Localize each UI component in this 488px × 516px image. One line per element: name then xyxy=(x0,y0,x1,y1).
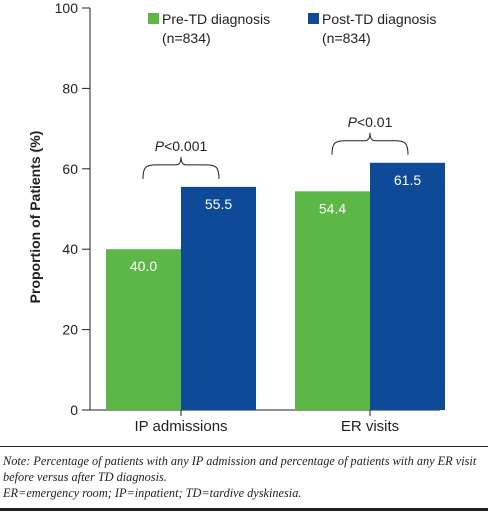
significance-label: P<0.001 xyxy=(155,138,208,154)
note-description: Note: Percentage of patients with any IP… xyxy=(3,454,477,484)
data-label: 55.5 xyxy=(205,196,232,212)
bar xyxy=(106,249,181,410)
legend-label: Post-TD diagnosis xyxy=(322,11,436,27)
bar xyxy=(181,186,256,410)
bar xyxy=(295,191,370,410)
legend-swatch xyxy=(308,13,319,24)
y-tick-label: 40 xyxy=(62,241,78,257)
y-axis-title: Proportion of Patients (%) xyxy=(27,131,43,304)
y-tick-label: 0 xyxy=(70,402,78,418)
bar xyxy=(370,162,445,410)
y-tick-label: 80 xyxy=(62,80,78,96)
x-tick-label: IP admissions xyxy=(134,418,227,435)
x-tick-label: ER visits xyxy=(341,418,399,435)
y-tick-label: 20 xyxy=(62,322,78,338)
data-label: 54.4 xyxy=(319,200,346,216)
y-tick-label: 60 xyxy=(62,161,78,177)
y-tick-label: 100 xyxy=(55,0,79,16)
significance-label: P<0.01 xyxy=(348,114,393,130)
significance-bracket xyxy=(331,132,409,155)
note-abbreviations: ER=emergency room; IP=inpatient; TD=tard… xyxy=(3,486,302,500)
data-label: 61.5 xyxy=(394,172,421,188)
note-divider xyxy=(0,446,488,447)
bottom-rule xyxy=(0,508,488,511)
legend-swatch xyxy=(148,13,159,24)
figure-note: Note: Percentage of patients with any IP… xyxy=(3,453,485,501)
bar-chart: 0 20 40 60 80 100 Proportion of Patients (%) 40… xyxy=(27,0,445,435)
legend-sublabel: (n=834) xyxy=(322,30,371,46)
legend-label: Pre-TD diagnosis xyxy=(162,11,270,27)
data-label: 40.0 xyxy=(130,258,157,274)
significance-bracket xyxy=(142,156,220,179)
legend-sublabel: (n=834) xyxy=(162,30,211,46)
